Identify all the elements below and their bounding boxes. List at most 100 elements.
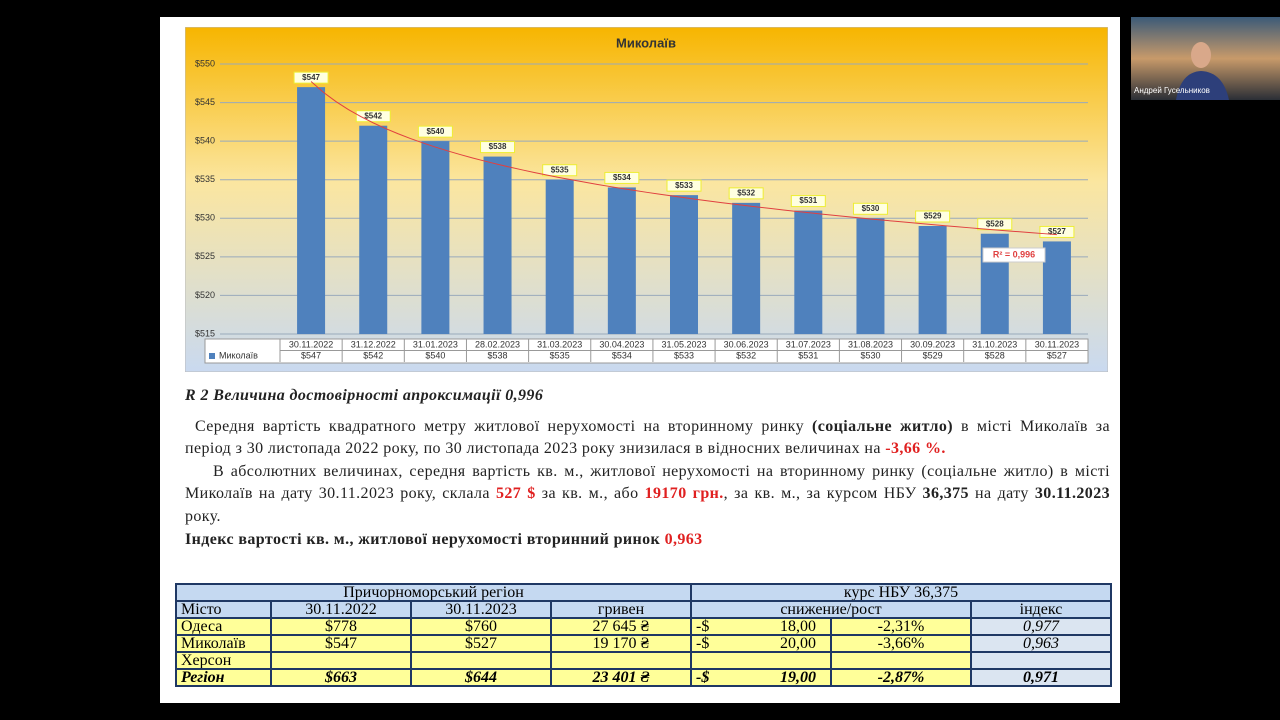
- bar: [918, 226, 947, 334]
- value-label: $533: [675, 181, 693, 190]
- table-cell: $644: [410, 668, 552, 687]
- text: в місті Миколаїв за період з 30 листопад…: [185, 417, 1110, 458]
- table-text: 20,00: [780, 635, 816, 652]
- value-label: $542: [364, 111, 382, 120]
- table-cell: Херсон: [175, 651, 272, 670]
- table-cell: $760: [410, 617, 552, 636]
- table-text: -$: [696, 635, 710, 652]
- bar: [545, 179, 574, 334]
- trendline: [310, 81, 1057, 236]
- table-text: -$: [696, 669, 710, 686]
- table-value: $531: [798, 350, 818, 360]
- value-label-box: [1039, 225, 1075, 238]
- table-cell: -$ 19,00: [690, 668, 832, 687]
- bar: [794, 210, 823, 334]
- value-label-box: [480, 141, 516, 154]
- value-label-box: [728, 187, 764, 200]
- table-cell: Миколаїв: [175, 634, 272, 653]
- text: В абсолютних величинах, середня вартість…: [185, 462, 1110, 503]
- legend-swatch: [209, 353, 215, 359]
- table-row: Одеса $778 $760 27 645 ₴ -$ 18,00 -2,31% 0,977: [175, 617, 1112, 636]
- table-row: Миколаїв $547 $527 19 170 ₴ -$ 20,00 -3,66% 0,9…: [175, 634, 1112, 653]
- heading: R 2 Величина достовірності апроксимації …: [185, 387, 544, 404]
- value-label: $532: [737, 188, 755, 197]
- header-cell: 30.11.2022: [270, 600, 412, 619]
- value-label: $538: [489, 142, 507, 151]
- value-label: $540: [426, 127, 444, 136]
- table-value: $533: [674, 350, 694, 360]
- value-label: $529: [924, 212, 942, 221]
- header-cell: Місто: [175, 600, 272, 619]
- bar: [359, 125, 388, 334]
- table-cell: [270, 651, 412, 670]
- text: за кв. м., або: [535, 485, 645, 503]
- bar: [856, 218, 885, 334]
- table-cell: [550, 651, 692, 670]
- y-tick-label: $515: [195, 328, 215, 338]
- table-cell: 0,971: [970, 668, 1112, 687]
- table-value: $542: [363, 350, 383, 360]
- table-cell: $547: [270, 634, 412, 653]
- paragraph: Середня вартість квадратного метру житло…: [185, 416, 1110, 461]
- text: , за кв. м., за курсом НБУ: [723, 485, 923, 503]
- table-text: 18,00: [780, 618, 816, 635]
- table-cell: [690, 651, 832, 670]
- text: на дату: [968, 485, 1035, 503]
- table-cell: Регіон: [175, 668, 272, 687]
- table-cell: -$ 18,00: [690, 617, 832, 636]
- value-label: $530: [862, 204, 880, 213]
- x-tick-label: 30.11.2022: [289, 339, 333, 349]
- table-cell: -2,87%: [830, 668, 972, 687]
- table-cell: -$ 20,00: [690, 634, 832, 653]
- participant-name: Андрей Гусельников: [1134, 86, 1210, 95]
- value-label-box: [417, 125, 453, 138]
- header-cell: снижение/рост: [690, 600, 972, 619]
- y-tick-label: $540: [195, 136, 215, 146]
- table-cell: 23 401 ₴: [550, 668, 692, 687]
- value-label-box: [604, 171, 640, 184]
- bar: [297, 87, 326, 334]
- chart-area: [185, 27, 1108, 372]
- legend-label: Миколаїв: [219, 350, 258, 360]
- bar: [483, 156, 512, 334]
- text: -3,66 %.: [885, 440, 946, 458]
- table-cell: 19 170 ₴: [550, 634, 692, 653]
- text: (соціальне житло): [812, 417, 953, 435]
- table-cell: Одеса: [175, 617, 272, 636]
- table-cell: -3,66%: [830, 634, 972, 653]
- table-cell: $663: [270, 668, 412, 687]
- y-tick-label: $550: [195, 58, 215, 68]
- paragraph: В абсолютних величинах, середня вартість…: [185, 461, 1110, 529]
- bar: [1042, 241, 1071, 334]
- text: 19170 грн.: [644, 485, 724, 503]
- bar: [670, 195, 698, 334]
- text: 0,963: [664, 530, 703, 548]
- header-cell: 30.11.2023: [410, 600, 552, 619]
- value-label-box: [355, 110, 391, 123]
- x-tick-label: 31.05.2023: [661, 339, 706, 349]
- x-tick-label: 31.01.2023: [413, 339, 458, 349]
- table-cell: [970, 651, 1112, 670]
- value-label: $531: [799, 196, 817, 205]
- bar: [732, 202, 761, 334]
- trendline-label-box: [982, 247, 1046, 263]
- x-tick-label: 31.12.2022: [351, 339, 396, 349]
- chart-title: Миколаїв: [616, 35, 676, 50]
- table-cell: 0,977: [970, 617, 1112, 636]
- table-value: $527: [1047, 350, 1067, 360]
- table-value: $538: [488, 350, 508, 360]
- table-row: Регіон $663 $644 23 401 ₴ -$ 19,00 -2,87% 0,971: [175, 668, 1112, 687]
- document-text: R 2 Величина достовірності апроксимації …: [185, 385, 1110, 551]
- table-cell: 27 645 ₴: [550, 617, 692, 636]
- y-tick-label: $520: [195, 290, 215, 300]
- table-cell: $778: [270, 617, 412, 636]
- text: 527 $: [495, 485, 536, 503]
- y-tick-label: $530: [195, 213, 215, 223]
- table-cell: -2,31%: [830, 617, 972, 636]
- table-value: $534: [612, 350, 632, 360]
- table-cell: 0,963: [970, 634, 1112, 653]
- bar: [607, 187, 636, 334]
- text: року.: [185, 507, 221, 525]
- value-label-box: [852, 202, 888, 215]
- x-tick-label: 30.06.2023: [724, 339, 769, 349]
